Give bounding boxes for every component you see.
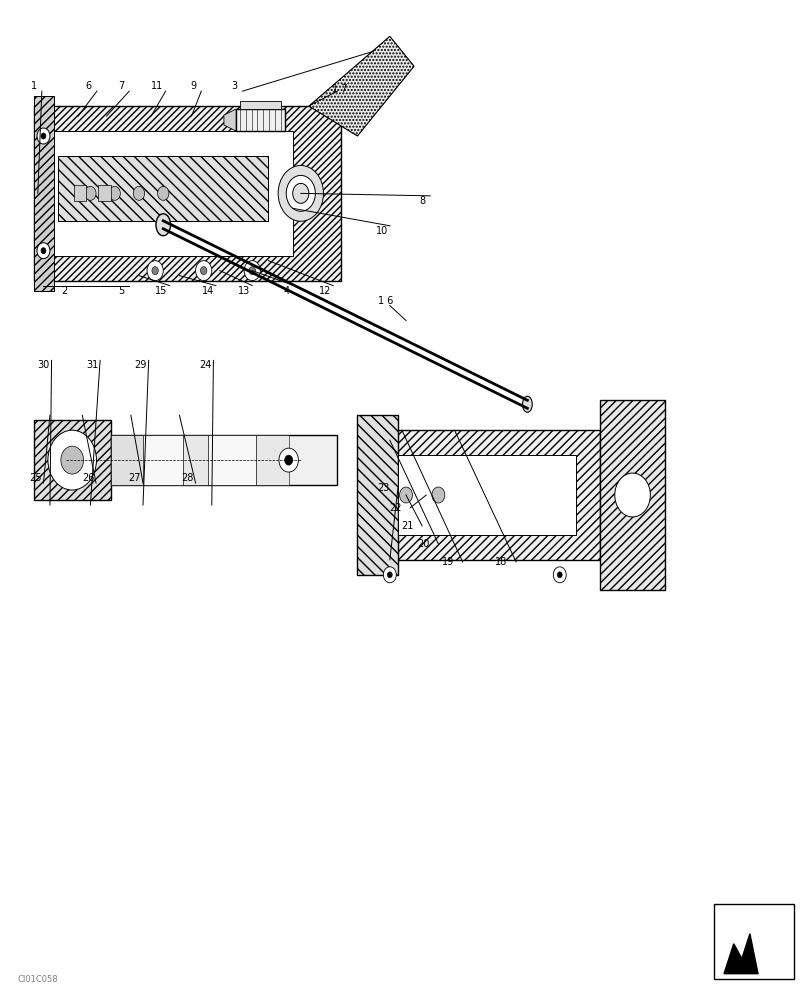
Polygon shape [308,36,414,136]
Circle shape [244,261,260,281]
Circle shape [614,473,650,517]
Bar [58,156,268,221]
Circle shape [109,186,120,200]
Text: 11: 11 [152,81,164,91]
Bar [74,185,86,201]
Bar [357,415,397,575]
Circle shape [399,487,412,503]
Bar [143,435,183,485]
Text: 20: 20 [417,539,430,549]
Circle shape [61,446,84,474]
Circle shape [285,455,292,465]
Circle shape [48,430,97,490]
Bar [256,435,288,485]
Text: 13: 13 [238,286,250,296]
Circle shape [152,267,158,275]
Bar [713,904,793,979]
Text: 12: 12 [319,286,331,296]
Text: 9: 9 [190,81,196,91]
Text: 22: 22 [388,503,401,513]
Text: 28: 28 [181,473,194,483]
Bar [389,430,599,560]
Text: 5: 5 [118,286,124,296]
Bar [183,435,208,485]
Circle shape [387,572,392,578]
Circle shape [431,487,444,503]
Circle shape [84,186,96,200]
Polygon shape [599,400,664,590]
Bar [34,106,341,281]
Bar [50,131,292,256]
Text: 8: 8 [418,196,425,206]
Bar [98,185,110,201]
Circle shape [41,248,46,254]
Circle shape [383,567,396,583]
Text: 29: 29 [135,360,147,370]
Text: 15: 15 [155,286,168,296]
Bar [58,156,268,221]
Circle shape [249,267,255,275]
Text: 19: 19 [441,557,453,567]
Circle shape [195,261,212,281]
Text: 27: 27 [128,473,141,483]
Bar [357,415,397,575]
Text: 25: 25 [29,473,41,483]
Circle shape [37,243,50,259]
Circle shape [200,267,207,275]
Circle shape [37,128,50,144]
Text: 2: 2 [62,286,67,296]
Ellipse shape [156,214,170,236]
Ellipse shape [522,396,531,412]
Circle shape [292,183,308,203]
Bar [110,435,143,485]
Text: 21: 21 [401,521,414,531]
Text: 24: 24 [199,360,211,370]
Bar [236,109,285,131]
Bar [34,420,110,500]
Circle shape [41,133,46,139]
Bar [34,96,54,291]
Circle shape [278,165,323,221]
Text: 31: 31 [86,360,98,370]
Polygon shape [723,934,757,974]
Bar [34,420,110,500]
Text: CI01C058: CI01C058 [18,975,58,984]
Text: 30: 30 [37,360,49,370]
Bar [110,435,337,485]
Bar [34,106,341,281]
Polygon shape [224,109,236,131]
Text: 1: 1 [31,81,36,91]
Text: 26: 26 [82,473,94,483]
Text: 23: 23 [376,483,389,493]
Text: 4: 4 [283,286,289,296]
Bar [240,101,281,109]
Bar [208,435,256,485]
Circle shape [279,448,298,472]
Circle shape [133,186,144,200]
Text: 18: 18 [495,557,507,567]
Circle shape [552,567,565,583]
Bar [397,455,575,535]
Circle shape [556,572,561,578]
Text: 6: 6 [86,81,92,91]
Text: 1 7: 1 7 [332,84,347,94]
Circle shape [147,261,163,281]
Text: 10: 10 [375,226,388,236]
Bar [389,430,599,560]
Text: 14: 14 [201,286,213,296]
Text: 1 6: 1 6 [378,296,393,306]
Circle shape [286,175,315,211]
Circle shape [157,186,169,200]
Text: 3: 3 [231,81,237,91]
Bar [34,96,54,291]
Text: 7: 7 [118,81,124,91]
